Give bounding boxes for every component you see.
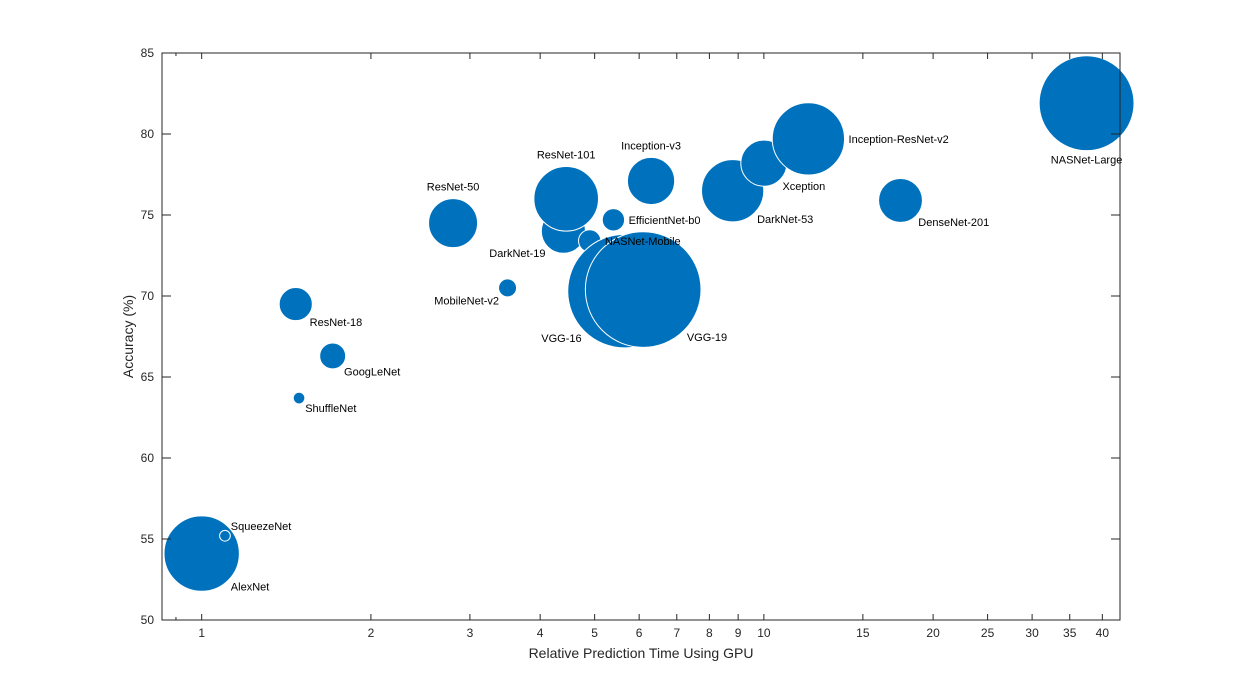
label-resnet-18: ResNet-18: [310, 317, 363, 329]
label-efficientnet-b0: EfficientNet-b0: [629, 215, 701, 227]
x-tick-label: 3: [467, 626, 474, 640]
marker-resnet-101: [533, 165, 599, 232]
marker-resnet-50: [428, 198, 479, 249]
marker-densenet-201: [878, 177, 923, 223]
marker-inception-resnet-v2: [771, 102, 846, 176]
label-darknet-53: DarkNet-53: [757, 214, 813, 226]
x-tick-label: 6: [636, 626, 643, 640]
x-tick-label: 20: [926, 626, 940, 640]
x-tick-label: 9: [735, 626, 742, 640]
y-tick-label: 75: [141, 208, 155, 222]
y-axis-label: Accuracy (%): [120, 295, 136, 378]
label-inception-resnet-v2: Inception-ResNet-v2: [849, 134, 949, 146]
marker-inception-v3: [626, 156, 676, 206]
label-alexnet: AlexNet: [231, 582, 270, 594]
label-resnet-50: ResNet-50: [427, 182, 480, 194]
point-labels: AlexNet SqueezeNet ResNet-18 ShuffleNet Goog…: [231, 134, 1123, 594]
marker-vgg-19: [584, 231, 702, 348]
marker-mobilenet-v2: [498, 278, 518, 298]
label-googlenet: GoogLeNet: [344, 366, 400, 378]
x-tick-label: 4: [537, 626, 544, 640]
x-tick-label: 8: [706, 626, 713, 640]
label-xception: Xception: [782, 181, 825, 193]
label-squeezenet: SqueezeNet: [231, 521, 292, 533]
y-axis-ticks: 50 55 60 65 70 75 80 85: [141, 46, 1120, 627]
x-tick-label: 30: [1025, 626, 1039, 640]
x-axis-label: Relative Prediction Time Using GPU: [529, 645, 754, 661]
label-vgg-19: VGG-19: [687, 332, 727, 344]
marker-nasnet-large: [1038, 55, 1135, 152]
marker-googlenet: [319, 342, 347, 370]
label-densenet-201: DenseNet-201: [918, 217, 989, 229]
x-tick-label: 40: [1096, 626, 1110, 640]
label-inception-v3: Inception-v3: [621, 140, 681, 152]
y-tick-label: 70: [141, 289, 155, 303]
y-tick-label: 55: [141, 532, 155, 546]
x-tick-label: 1: [198, 626, 205, 640]
x-tick-label: 25: [981, 626, 995, 640]
y-tick-label: 65: [141, 370, 155, 384]
label-darknet-19: DarkNet-19: [489, 248, 545, 260]
marker-efficientnet-b0: [601, 208, 626, 232]
y-tick-label: 80: [141, 127, 155, 141]
label-nasnet-mobile: NASNet-Mobile: [605, 236, 681, 248]
x-tick-label: 7: [673, 626, 680, 640]
plot-frame: [161, 52, 1121, 621]
y-tick-label: 50: [141, 613, 155, 627]
label-mobilenet-v2: MobileNet-v2: [434, 295, 499, 307]
marker-resnet-18: [278, 287, 313, 322]
label-vgg-16: VGG-16: [541, 333, 581, 345]
y-tick-label: 60: [141, 451, 155, 465]
x-axis-ticks: 1 2 3 4 5 6 7 8 9 10 15 20 25 30 35 40: [175, 53, 1110, 640]
x-tick-label: 10: [757, 626, 771, 640]
label-shufflenet: ShuffleNet: [305, 403, 356, 415]
y-tick-label: 85: [141, 46, 155, 60]
x-tick-label: 15: [856, 626, 870, 640]
marker-shufflenet: [292, 391, 306, 405]
x-tick-label: 2: [368, 626, 375, 640]
x-tick-label: 5: [591, 626, 598, 640]
markers: [163, 55, 1135, 592]
label-resnet-101: ResNet-101: [537, 149, 596, 161]
marker-squeezenet: [219, 529, 231, 542]
marker-alexnet: [163, 515, 240, 592]
x-tick-label: 35: [1063, 626, 1077, 640]
label-nasnet-large: NASNet-Large: [1051, 155, 1123, 167]
